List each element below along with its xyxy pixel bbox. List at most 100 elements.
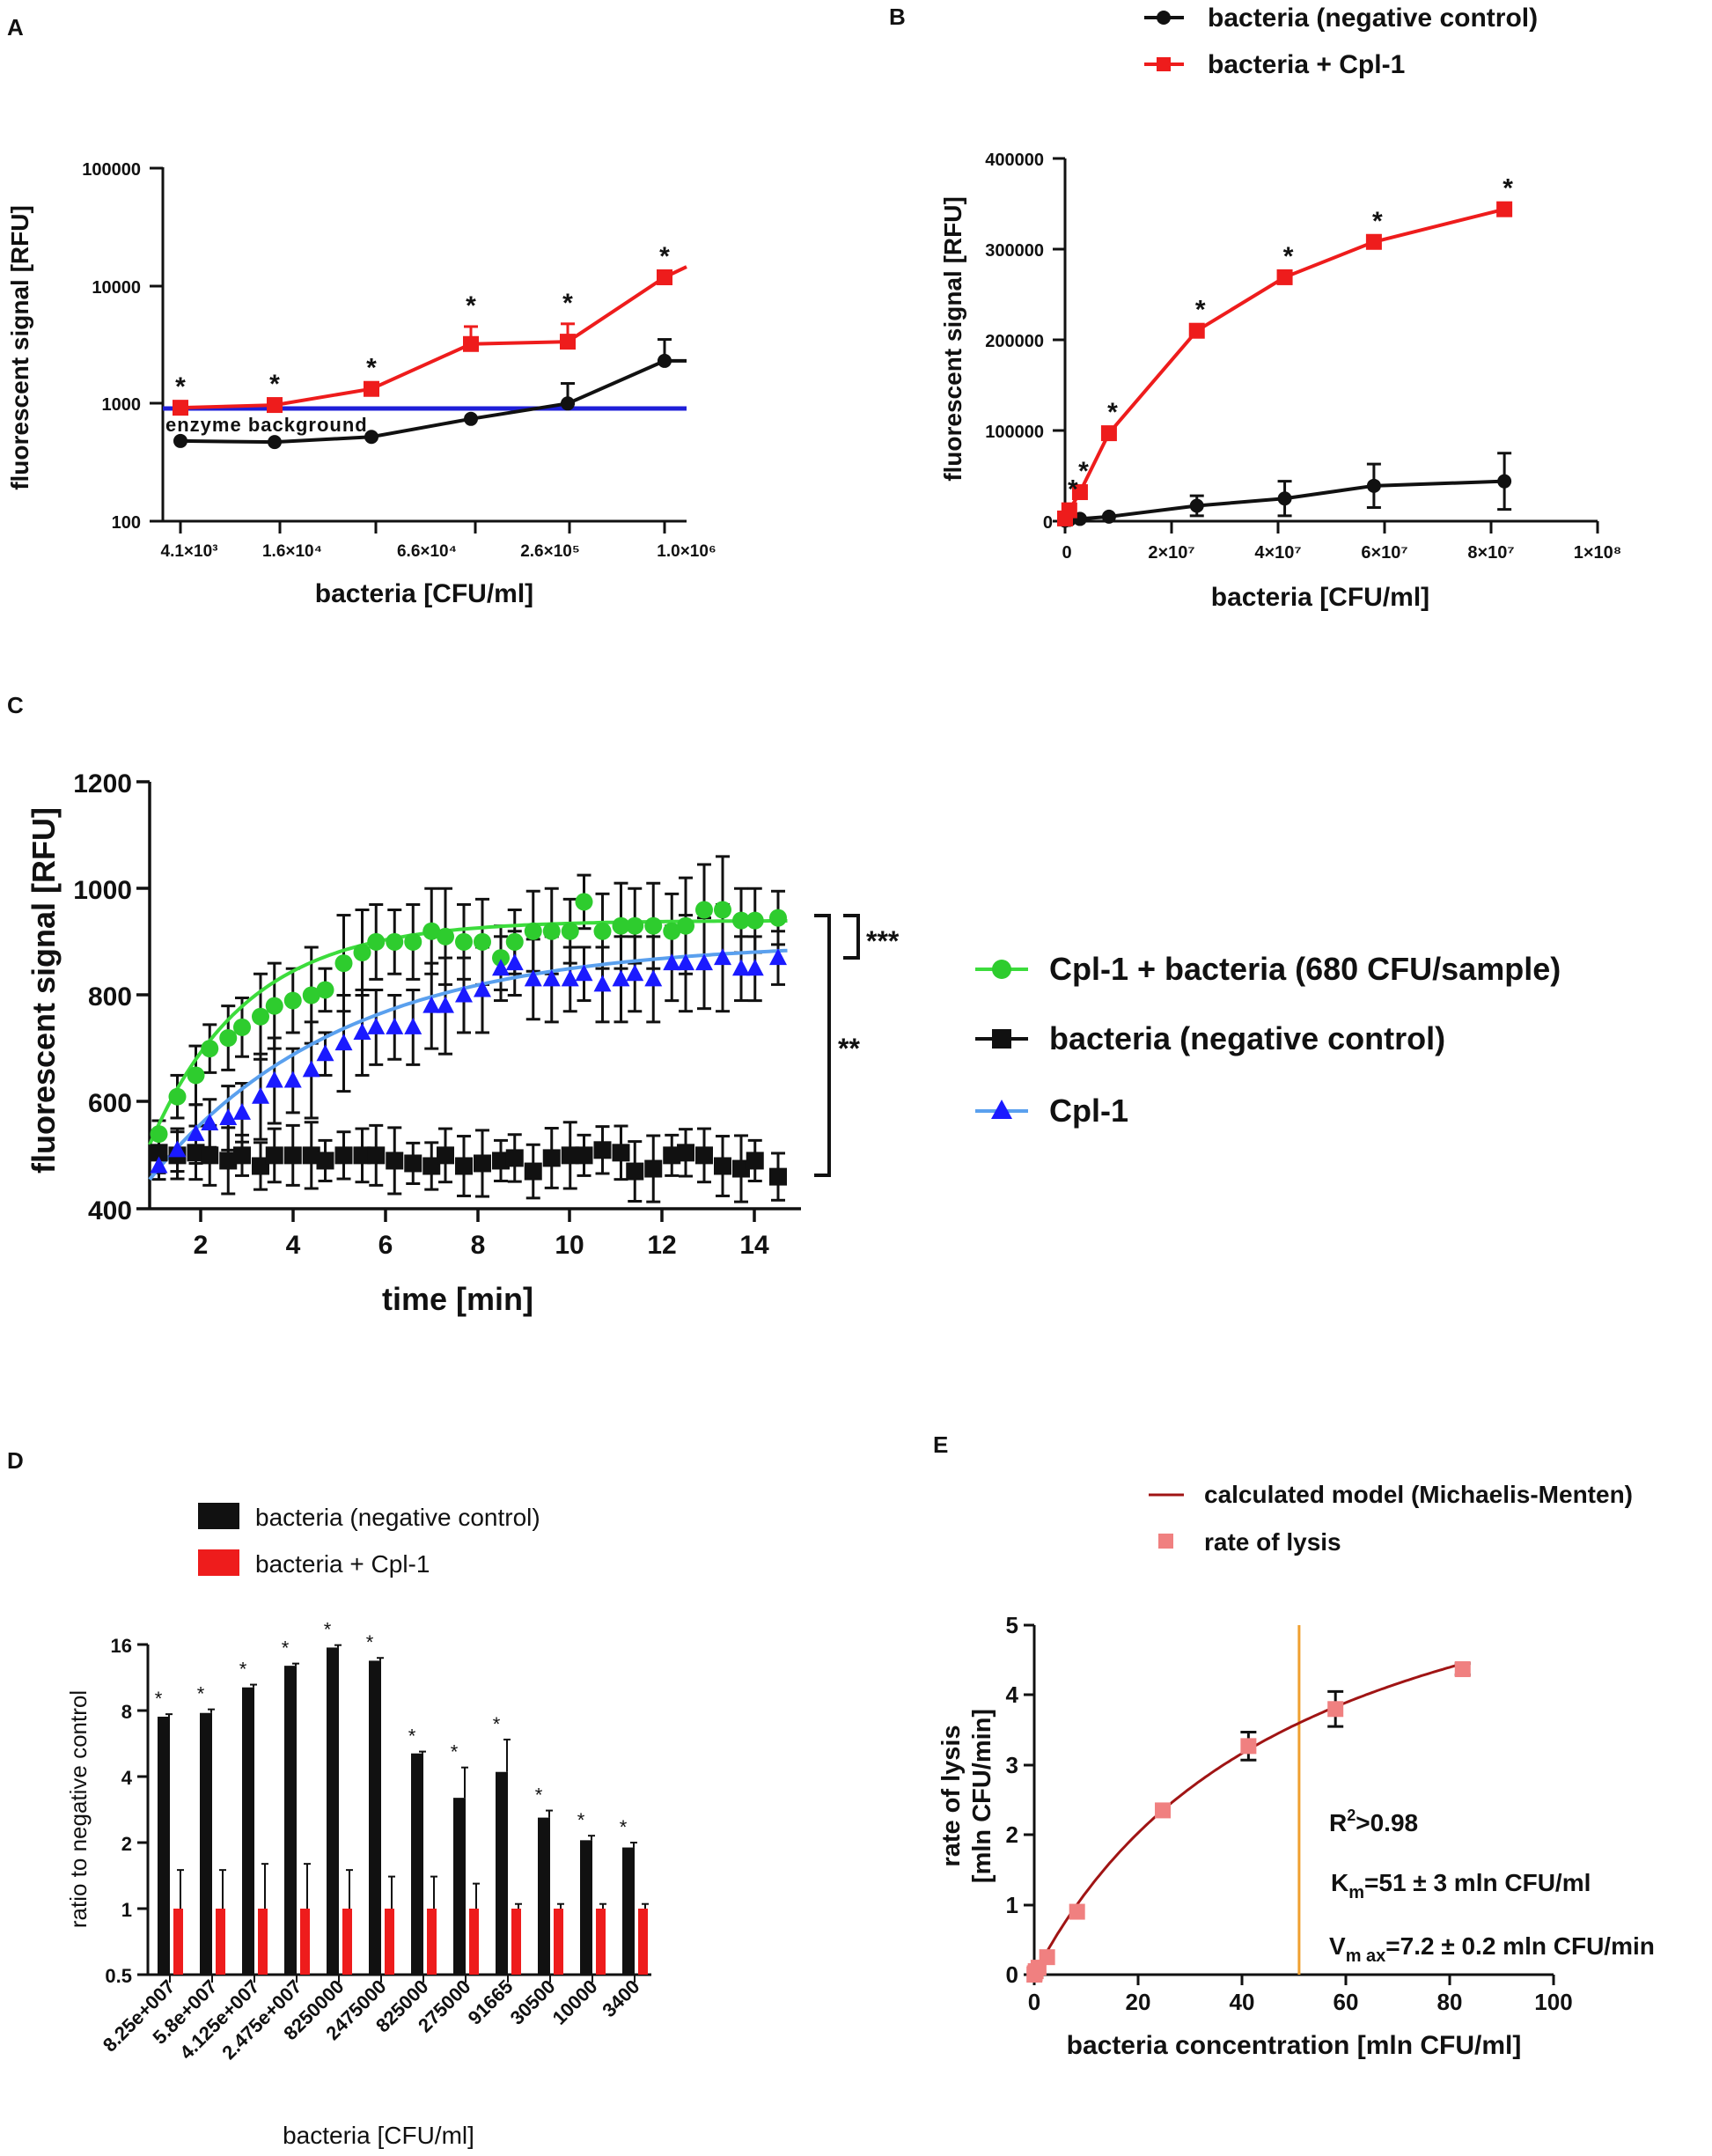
- panel-e-ytick-label: 3: [1006, 1752, 1018, 1778]
- panel-b-y-title: fluorescent signal [RFU]: [939, 196, 966, 482]
- panel-b-ytick-label: 200000: [985, 332, 1044, 351]
- panel-e-legend-marker-rate: [1158, 1534, 1173, 1549]
- panel-c-xtick-label: 10: [555, 1231, 584, 1260]
- panel-c-data-point: [714, 948, 731, 966]
- panel-c-data-point: [404, 932, 422, 951]
- panel-e-annotations: R2>0.98 Km=51 ± 3 mln CFU/ml Vm ax=7.2 ±…: [1329, 1806, 1655, 1966]
- panel-e-km-annotation: Km=51 ± 3 mln CFU/ml: [1331, 1869, 1591, 1902]
- panel-e-x-title: bacteria concentration [mln CFU/ml]: [1067, 2031, 1522, 2060]
- panel-a-xtick-label: 2.6×10⁵: [520, 542, 580, 561]
- panel-c-data-point: [677, 916, 694, 935]
- panel-c-data-point: [663, 922, 681, 940]
- panel-b-legend-marker-cpl: [1157, 57, 1171, 71]
- panel-d-y-title: ratio to negative control: [65, 1690, 92, 1928]
- panel-d-bar-control: [496, 1771, 508, 1975]
- panel-c-data-point: [524, 1162, 542, 1181]
- panel-b-xtick-label: 0: [1062, 543, 1071, 563]
- panel-e-xtick-label: 40: [1230, 1989, 1255, 2015]
- panel-c-data-point: [455, 932, 473, 951]
- panel-d: D bacteria (negative control) bacteria +…: [7, 1447, 651, 2149]
- panel-d-legend-swatch-cpl: [198, 1549, 239, 1576]
- panel-c-data-point: [561, 922, 579, 940]
- panel-c-data-point: [542, 1149, 561, 1167]
- panel-c-data-point: [316, 981, 334, 999]
- panel-c-data-point: [612, 969, 630, 987]
- panel-d-significance-star: *: [324, 1619, 332, 1641]
- panel-d-significance-star: *: [535, 1784, 543, 1806]
- panel-c-data-point: [663, 1146, 681, 1165]
- panel-c-data-point: [367, 932, 386, 951]
- panel-c-data-point: [386, 1152, 404, 1170]
- panel-c-data-point: [353, 1146, 371, 1165]
- panel-e-ytick-label: 4: [1006, 1681, 1019, 1708]
- panel-c-data-point: [265, 997, 283, 1015]
- panel-d-bar-cpl: [173, 1909, 183, 1975]
- panel-c-data-point: [353, 1022, 371, 1040]
- panel-e-data-point: [1155, 1802, 1172, 1819]
- panel-c-data-point: [437, 996, 454, 1013]
- panel-a-xtick-label: 4.1×10³: [161, 542, 218, 561]
- panel-c-series: [148, 855, 788, 1203]
- panel-a-ytick-label: 100000: [82, 160, 141, 180]
- panel-c-data-point: [626, 964, 644, 982]
- panel-e-series: [1026, 1625, 1471, 1983]
- panel-b-data-point: [1277, 491, 1292, 506]
- panel-e-data-point: [1240, 1738, 1257, 1755]
- panel-c-data-point: [695, 901, 713, 919]
- panel-c-data-point: [663, 953, 681, 971]
- panel-b-data-point: [1061, 502, 1077, 519]
- panel-c-data-point: [283, 1146, 302, 1165]
- panel-b-legend-label-control: bacteria (negative control): [1208, 4, 1538, 33]
- panel-b-xtick-label: 1×10⁸: [1574, 543, 1622, 563]
- panel-e-xtick-label: 80: [1437, 1989, 1463, 2015]
- panel-c-data-point: [316, 1044, 334, 1062]
- panel-c-data-point: [542, 922, 561, 940]
- panel-e-data-point: [1039, 1949, 1055, 1966]
- panel-c-ytick-label: 1200: [73, 769, 132, 798]
- panel-a-data-point: [364, 380, 379, 397]
- panel-c-xtick-label: 4: [286, 1231, 301, 1260]
- panel-d-ytick-label: 16: [111, 1635, 132, 1657]
- panel-a-data-point: [464, 411, 478, 426]
- panel-c-bracket-top-label: ***: [866, 925, 900, 957]
- panel-e-legend-label-rate: rate of lysis: [1204, 1528, 1341, 1556]
- panel-c-data-point: [334, 1034, 353, 1051]
- panel-d-x-title: bacteria [CFU/ml]: [283, 2122, 474, 2149]
- panel-d-bar-control: [369, 1660, 381, 1975]
- panel-c-data-point: [769, 909, 787, 927]
- panel-d-ytick-label: 1: [121, 1899, 132, 1921]
- panel-d-letter: D: [7, 1447, 24, 1474]
- panel-c-data-point: [677, 1144, 694, 1162]
- panel-c-data-point: [474, 932, 491, 951]
- panel-b-data-point: [1101, 509, 1116, 524]
- panel-d-significance-star: *: [577, 1809, 585, 1831]
- panel-b-data-point: [1189, 498, 1204, 513]
- panel-a-significance-star: *: [562, 289, 573, 318]
- panel-b-data-point: [1276, 269, 1293, 285]
- panel-a-enzyme-background-label: enzyme background: [165, 414, 368, 436]
- panel-b-data-point: [1071, 484, 1088, 501]
- panel-b-significance-star: *: [1283, 242, 1294, 271]
- panel-d-bar-cpl: [342, 1909, 352, 1975]
- panel-c-data-point: [201, 1114, 219, 1130]
- panel-a-significance-star: *: [175, 372, 186, 401]
- panel-c-data-point: [505, 953, 524, 971]
- panel-e-legend-label-model: calculated model (Michaelis-Menten): [1204, 1481, 1633, 1508]
- panel-d-bar-control: [538, 1817, 550, 1975]
- panel-c-legend-label-cpl: Cpl-1: [1049, 1093, 1128, 1129]
- panel-d-bar-cpl: [216, 1909, 225, 1975]
- panel-c-legend: Cpl-1 + bacteria (680 CFU/sample) bacter…: [975, 951, 1561, 1129]
- panel-c-data-point: [187, 1144, 205, 1162]
- panel-d-bar-control: [327, 1647, 339, 1975]
- panel-d-ytick-label: 0.5: [105, 1965, 132, 1987]
- panel-c-data-point: [283, 991, 302, 1010]
- panel-c-data-point: [769, 948, 787, 966]
- panel-c-data-point: [626, 1162, 644, 1181]
- panel-c-data-point: [575, 964, 593, 982]
- panel-d-bar-cpl: [596, 1909, 606, 1975]
- panel-d-significance-star: *: [620, 1816, 628, 1838]
- panel-c-xtick-label: 2: [194, 1231, 209, 1260]
- panel-e-xtick-label: 0: [1028, 1989, 1040, 2015]
- panel-d-ytick-label: 8: [121, 1701, 132, 1723]
